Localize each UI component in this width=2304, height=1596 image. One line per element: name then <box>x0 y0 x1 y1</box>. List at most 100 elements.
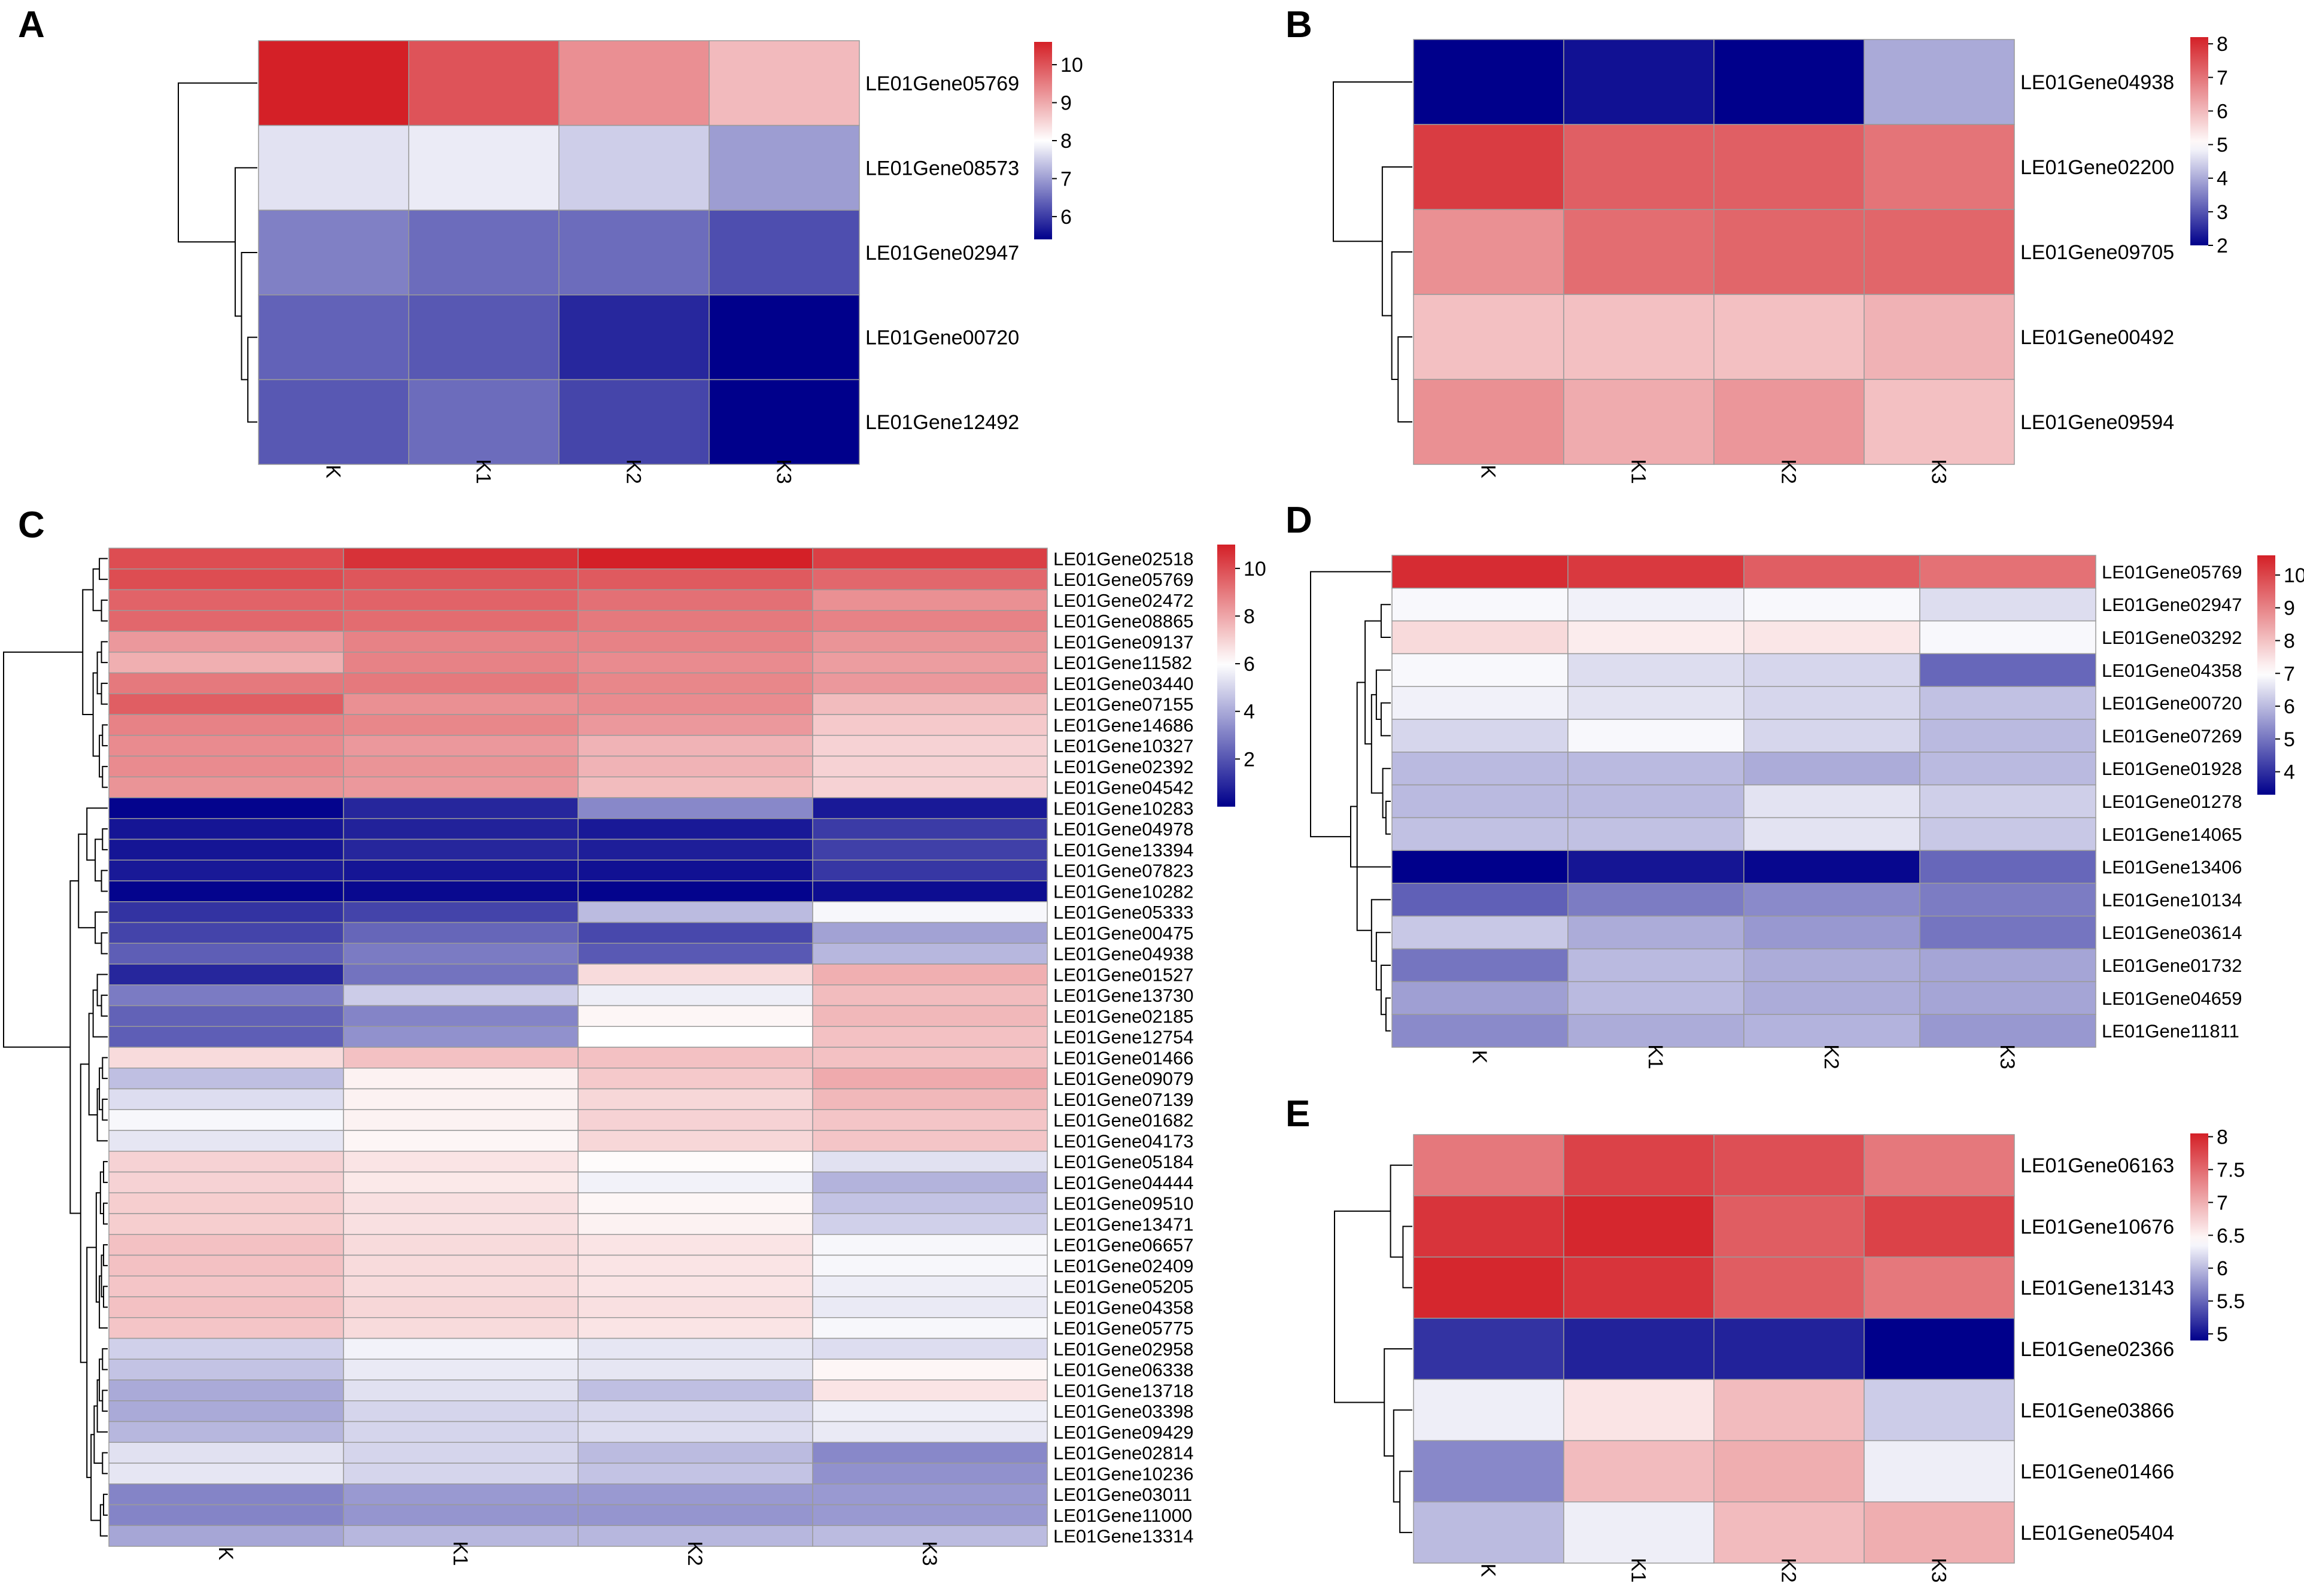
heatmap-cell <box>108 1109 344 1131</box>
heatmap-cell <box>343 943 579 965</box>
row-label: LE01Gene14686 <box>1053 715 1193 735</box>
heatmap-cell <box>577 776 813 798</box>
heatmap-cell <box>1413 39 1564 125</box>
heatmap-cell <box>1563 294 1715 380</box>
heatmap-cell <box>1713 39 1865 125</box>
dendrogram-branch <box>178 82 257 243</box>
heatmap-cell <box>812 1047 1048 1069</box>
heatmap-cell <box>343 735 579 757</box>
heatmap-cell <box>1567 948 1744 983</box>
heatmap-cell <box>343 963 579 986</box>
heatmap-cell <box>108 776 344 798</box>
colorbar-tick-label: 5.5 <box>2217 1290 2245 1313</box>
heatmap-cell <box>577 1358 813 1381</box>
colorbar <box>2190 1133 2208 1340</box>
row-label: LE01Gene05769 <box>865 72 1019 95</box>
colorbar-tick-label: 4 <box>2284 761 2295 784</box>
heatmap-cell <box>108 1296 344 1318</box>
heatmap-cell <box>577 693 813 715</box>
row-label: LE01Gene13394 <box>1053 840 1193 861</box>
heatmap-cell <box>408 294 560 381</box>
column-label: K3 <box>1928 459 1950 484</box>
heatmap-cell <box>709 209 860 296</box>
colorbar-tick-label: 7 <box>2217 1191 2228 1214</box>
heatmap-cell <box>1567 817 1744 851</box>
colorbar-tick-label: 5 <box>2217 1323 2228 1346</box>
heatmap-cell <box>1864 1379 2015 1442</box>
row-label: LE01Gene03440 <box>1053 673 1193 694</box>
heatmap-cell <box>1713 1195 1865 1258</box>
heatmap-cell <box>1864 1195 2015 1258</box>
colorbar <box>2190 37 2208 245</box>
heatmap-cell <box>343 1483 579 1506</box>
row-label: LE01Gene13314 <box>1053 1526 1193 1547</box>
heatmap-cell <box>343 1337 579 1360</box>
heatmap-cell <box>1713 1134 1865 1197</box>
heatmap-cell <box>1713 294 1865 380</box>
row-label: LE01Gene12754 <box>1053 1027 1193 1048</box>
heatmap-cell <box>343 610 579 632</box>
heatmap-cell <box>577 672 813 694</box>
heatmap-cell <box>108 1442 344 1464</box>
heatmap-cell <box>343 1109 579 1131</box>
row-label: LE01Gene02185 <box>1053 1006 1193 1027</box>
heatmap-cell <box>108 1171 344 1193</box>
row-label: LE01Gene01928 <box>2102 758 2242 779</box>
heatmap-cell <box>812 1421 1048 1443</box>
heatmap-cell <box>108 1192 344 1214</box>
heatmap-cell <box>577 1192 813 1214</box>
heatmap-cell <box>1919 981 2096 1015</box>
heatmap-cell <box>1563 1501 1715 1564</box>
heatmap-cell <box>577 735 813 757</box>
heatmap-cell <box>108 901 344 923</box>
heatmap-cell <box>1864 209 2015 295</box>
row-label: LE01Gene10676 <box>2020 1215 2174 1238</box>
colorbar-tick-label: 7.5 <box>2217 1159 2245 1181</box>
row-label: LE01Gene12492 <box>865 411 1019 434</box>
heatmap-cell <box>1563 1195 1715 1258</box>
heatmap-cell <box>577 901 813 923</box>
heatmap-cell <box>1563 379 1715 465</box>
heatmap-cell <box>108 1275 344 1297</box>
colorbar-tick-label: 9 <box>2284 597 2295 620</box>
colorbar-tick-label: 2 <box>2217 235 2228 257</box>
row-label: LE01Gene05769 <box>2102 561 2242 582</box>
row-label: LE01Gene04358 <box>1053 1297 1193 1318</box>
heatmap-cell <box>812 1068 1048 1090</box>
heatmap-cell <box>1743 817 1920 851</box>
heatmap-cell <box>1391 784 1569 819</box>
heatmap-cell <box>812 1463 1048 1485</box>
row-label: LE01Gene00720 <box>865 327 1019 349</box>
heatmap-cell <box>577 1026 813 1048</box>
row-label: LE01Gene09594 <box>2020 411 2174 434</box>
row-label: LE01Gene05775 <box>1053 1318 1193 1339</box>
heatmap-cell <box>108 1213 344 1235</box>
heatmap-cell <box>343 1213 579 1235</box>
heatmap-cell <box>343 1504 579 1526</box>
heatmap-cell <box>108 838 344 861</box>
heatmap-cell <box>1919 719 2096 753</box>
heatmap-cell <box>108 1005 344 1027</box>
heatmap-cell <box>108 1130 344 1152</box>
heatmap-cell <box>1413 1501 1564 1564</box>
column-label: K2 <box>1777 1558 1800 1583</box>
row-label: LE01Gene07269 <box>2102 725 2242 746</box>
heatmap-cell <box>108 1026 344 1048</box>
heatmap-cell <box>1567 555 1744 589</box>
heatmap-cell <box>577 963 813 986</box>
heatmap-cell <box>1391 916 1569 950</box>
heatmap-cell <box>577 880 813 902</box>
heatmap-cell <box>577 1151 813 1173</box>
heatmap-cell <box>1567 784 1744 819</box>
heatmap-cell <box>1919 620 2096 655</box>
heatmap-cell <box>343 631 579 653</box>
heatmap-cell <box>1713 1440 1865 1503</box>
heatmap-cell <box>343 548 579 570</box>
heatmap-cell <box>1713 124 1865 210</box>
heatmap-cell <box>108 1463 344 1485</box>
heatmap-cell <box>558 209 710 296</box>
heatmap-cell <box>108 922 344 944</box>
heatmap-cell <box>343 1047 579 1069</box>
heatmap-cell <box>577 1379 813 1402</box>
heatmap-cell <box>577 1275 813 1297</box>
